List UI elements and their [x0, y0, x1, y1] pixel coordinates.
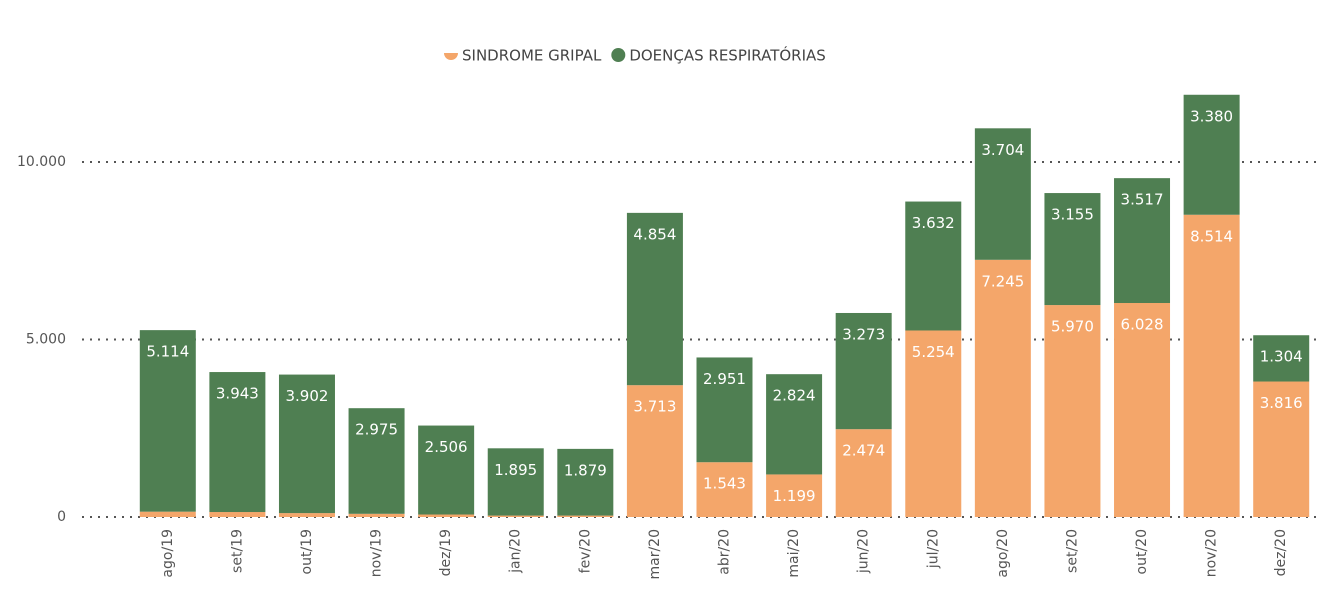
x-tick-label: set/19	[229, 529, 245, 573]
bar-segment	[557, 448, 614, 516]
bar-segment	[1114, 303, 1171, 517]
x-tick-label: ago/19	[160, 529, 176, 578]
x-tick-label: set/20	[1064, 529, 1080, 573]
x-tick-label: out/19	[299, 529, 315, 574]
data-label: 5.970	[1051, 318, 1094, 336]
bar-segment	[1183, 214, 1240, 518]
bar-segment	[487, 515, 544, 517]
x-tick-label: fev/20	[577, 529, 593, 573]
x-tick-label: jan/20	[508, 529, 524, 574]
data-label: 3.713	[633, 398, 676, 416]
x-tick-label: out/20	[1134, 529, 1150, 574]
y-tick-label: 5.000	[26, 332, 66, 348]
data-label: 2.506	[425, 438, 468, 456]
data-label: 7.245	[981, 272, 1024, 290]
data-label: 3.273	[842, 325, 885, 343]
data-label: 4.854	[633, 225, 676, 243]
bar-segment	[487, 448, 544, 516]
bar-segment	[348, 513, 405, 517]
data-label: 2.951	[703, 370, 746, 388]
data-label: 1.304	[1260, 348, 1303, 366]
x-tick-label: jul/20	[925, 529, 941, 569]
x-tick-label: mai/20	[786, 529, 802, 578]
x-tick-label: nov/19	[369, 529, 385, 577]
bar-segment	[626, 385, 683, 517]
bar-segment	[696, 462, 753, 517]
data-label: 3.380	[1190, 107, 1233, 125]
bar-segment	[139, 511, 196, 517]
x-tick-label: dez/19	[438, 529, 454, 576]
data-label: 1.879	[564, 461, 607, 479]
data-label: 1.199	[773, 487, 816, 505]
data-label: 5.114	[146, 343, 189, 361]
bar-segment	[974, 128, 1031, 260]
bar-segment	[626, 212, 683, 386]
data-label: 2.824	[773, 387, 816, 405]
bar-segment	[766, 374, 823, 475]
data-label: 2.474	[842, 442, 885, 460]
bar-segment	[1183, 94, 1240, 215]
bar-segment	[557, 515, 614, 517]
bar-segment	[278, 374, 335, 514]
bar-segment	[418, 514, 475, 517]
x-tick-label: ago/20	[995, 529, 1011, 578]
data-label: 3.517	[1121, 191, 1164, 209]
x-tick-label: jun/20	[856, 529, 872, 574]
data-label: 1.895	[494, 461, 537, 479]
data-label: 3.704	[981, 141, 1024, 159]
data-label: 5.254	[912, 343, 955, 361]
bar-segment	[696, 357, 753, 463]
data-label: 3.155	[1051, 206, 1094, 224]
data-label: 3.943	[216, 385, 259, 403]
data-label: 3.816	[1260, 394, 1303, 412]
bar-segment	[1044, 305, 1101, 517]
bar-segment	[1253, 381, 1310, 517]
bar-segment	[835, 429, 892, 517]
x-tick-label: abr/20	[717, 529, 733, 575]
x-tick-label: mar/20	[647, 529, 663, 580]
bar-segment	[766, 474, 823, 517]
data-label: 1.543	[703, 475, 746, 493]
bar-segment	[209, 512, 266, 517]
bar-segment	[348, 408, 405, 514]
bar-segment	[905, 330, 962, 517]
bar-segment	[1114, 178, 1171, 304]
bar-segment	[1044, 193, 1101, 306]
data-label: 6.028	[1121, 316, 1164, 334]
data-label: 8.514	[1190, 227, 1233, 245]
data-label: 2.975	[355, 421, 398, 439]
bar-segment	[835, 312, 892, 430]
bar-segment	[974, 259, 1031, 517]
bar-segment	[209, 372, 266, 513]
bar-segment	[1253, 335, 1310, 382]
x-tick-label: dez/20	[1273, 529, 1289, 576]
bar-segment	[418, 425, 475, 515]
bar-segment	[905, 201, 962, 331]
legend-marker	[444, 53, 458, 60]
legend-marker	[611, 48, 626, 62]
x-tick-label: nov/20	[1204, 529, 1220, 577]
bar-segment	[278, 513, 335, 517]
data-label: 3.632	[912, 214, 955, 232]
y-tick-label: 0	[57, 509, 66, 525]
legend-label: SINDROME GRIPAL	[462, 47, 602, 65]
data-label: 3.902	[285, 387, 328, 405]
bar-segment	[139, 330, 196, 512]
legend-label: DOENÇAS RESPIRATÓRIAS	[629, 46, 825, 65]
y-tick-label: 10.000	[17, 154, 66, 170]
